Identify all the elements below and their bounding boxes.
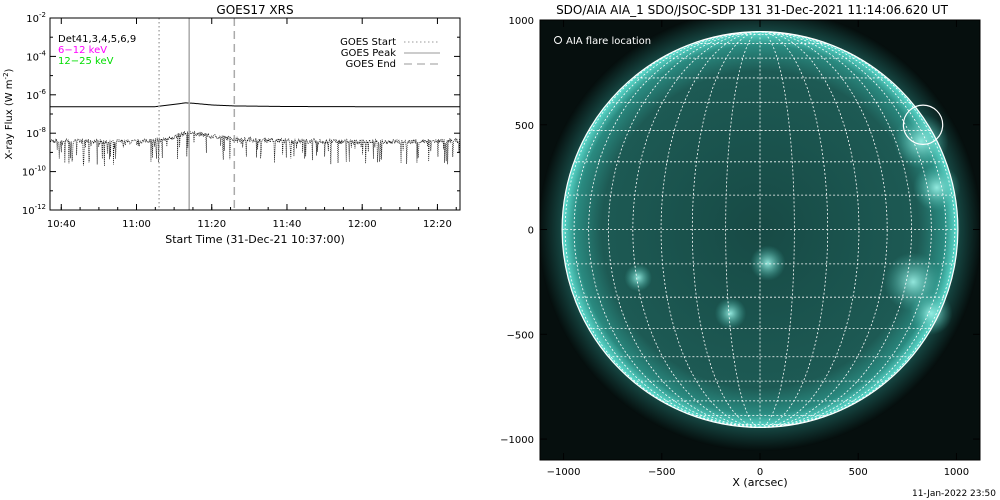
goes-y-tick-base: 10 [26, 91, 39, 102]
longitude-line [759, 31, 860, 428]
solar-limb [561, 31, 959, 429]
goes-y-tick-label: 10-8 [26, 126, 46, 140]
aia-y-tick-label: 0 [528, 226, 534, 237]
longitude-line [759, 31, 932, 428]
goes-markers-group [158, 18, 236, 210]
aia-x-tick-label: −1000 [547, 467, 581, 478]
goes-y-tick-exp: -8 [39, 126, 46, 134]
aia-y-tick-label: 1000 [509, 16, 534, 27]
goes-y-tick-label: 10-6 [26, 88, 46, 102]
goes-y-tick-exp: -12 [35, 203, 46, 211]
goes-series-group [49, 102, 461, 167]
longitude-line [573, 31, 761, 428]
flare-location-circle [902, 104, 944, 146]
goes-y-tick-label: 10-2 [26, 11, 46, 25]
active-region [909, 291, 953, 335]
goes-chart-title: GOES17 XRS [216, 3, 293, 17]
goes-x-axis-label: Start Time (31-Dec-21 10:37:00) [165, 233, 345, 246]
goes-energy-legend-entry: Det41,3,4,5,6,9 [58, 34, 136, 45]
longitude-line [691, 31, 761, 428]
goes-y-tick-base: 10 [26, 129, 39, 140]
goes-marker-legend-entry: GOES Peak [341, 48, 396, 59]
longitude-line [660, 31, 761, 428]
goes-y-tick-base: 10 [22, 168, 35, 179]
goes-y-axis-label-main: X-ray Flux (W m [4, 79, 15, 159]
active-region [624, 263, 652, 292]
longitude-line [725, 31, 761, 428]
goes-x-tick-label: 11:00 [122, 219, 151, 230]
goes-energy-legend-entry: 12−25 keV [58, 56, 114, 67]
aia-x-axis: −1000 −500 0 500 1000 [547, 20, 969, 478]
goes-x-tick-label: 12:20 [423, 219, 452, 230]
goes-y-tick-base: 10 [22, 206, 35, 217]
solar-grid [562, 31, 958, 428]
goes-series-short [49, 129, 461, 167]
goes-series-long [50, 102, 460, 108]
goes-y-axis-label: X-ray Flux (W m-2) [2, 68, 15, 159]
longitude-line [759, 31, 913, 428]
goes-y-tick-label: 10-10 [22, 165, 46, 179]
longitude-line [588, 31, 761, 428]
aia-x-tick-label: 500 [849, 467, 868, 478]
goes-y-axis-label-close: ) [4, 68, 15, 72]
goes-plot-frame [49, 17, 461, 211]
goes-x-tick-label: 11:40 [273, 219, 302, 230]
active-region [750, 245, 786, 281]
aia-x-axis-label: X (arcsec) [732, 476, 787, 489]
aia-x-tick-label: −500 [648, 467, 675, 478]
goes-y-tick-exp: -6 [39, 88, 47, 96]
flare-legend-label: AIA flare location [566, 36, 651, 47]
active-region [893, 114, 949, 170]
aia-image-panel: SDO/AIA AIA_1 SDO/JSOC-SDP 131 31-Dec-20… [500, 3, 981, 489]
active-regions [624, 114, 961, 335]
goes-marker-legend-entry: GOES End [346, 59, 396, 70]
goes-y-tick-base: 10 [26, 14, 39, 25]
goes-y-tick-label: 10-4 [26, 49, 46, 63]
flare-legend-marker [554, 36, 562, 44]
goes-x-tick-label: 12:00 [348, 219, 377, 230]
goes-y-tick-label: 10-12 [22, 203, 46, 217]
aia-image-title: SDO/AIA AIA_1 SDO/JSOC-SDP 131 31-Dec-20… [556, 3, 949, 17]
goes-y-tick-exp: -4 [39, 49, 47, 57]
longitude-line [759, 31, 956, 428]
goes-x-axis: 10:40 11:00 11:20 11:40 12:00 12:20 [47, 18, 457, 230]
goes-x-tick-label: 11:20 [197, 219, 226, 230]
aia-x-tick-label: 1000 [944, 467, 969, 478]
goes-energy-legend-entry: 6−12 keV [58, 45, 107, 56]
goes-y-tick-exp: -10 [35, 165, 46, 173]
goes-y-axis-label-sup: -2 [2, 72, 10, 79]
longitude-line [759, 31, 795, 428]
active-region [714, 297, 747, 330]
goes-y-tick-exp: -2 [39, 11, 46, 19]
goes-x-tick-label: 10:40 [47, 219, 76, 230]
aia-x-tick-label: 0 [757, 467, 763, 478]
aia-image-area: AIA flare location [540, 20, 980, 460]
aia-y-axis: −1000 −500 0 500 1000 [500, 16, 980, 446]
aia-y-tick-label: 500 [515, 121, 534, 132]
aia-y-tick-label: −500 [507, 330, 534, 341]
goes-y-tick-base: 10 [26, 52, 39, 63]
longitude-line [607, 31, 761, 428]
longitude-line [759, 31, 829, 428]
aia-y-tick-label: −1000 [500, 435, 534, 446]
longitude-line [759, 31, 947, 428]
longitude-line [564, 31, 761, 428]
footer-timestamp: 11-Jan-2022 23:50 [912, 489, 996, 499]
goes-marker-legend-entry: GOES Start [340, 37, 396, 48]
